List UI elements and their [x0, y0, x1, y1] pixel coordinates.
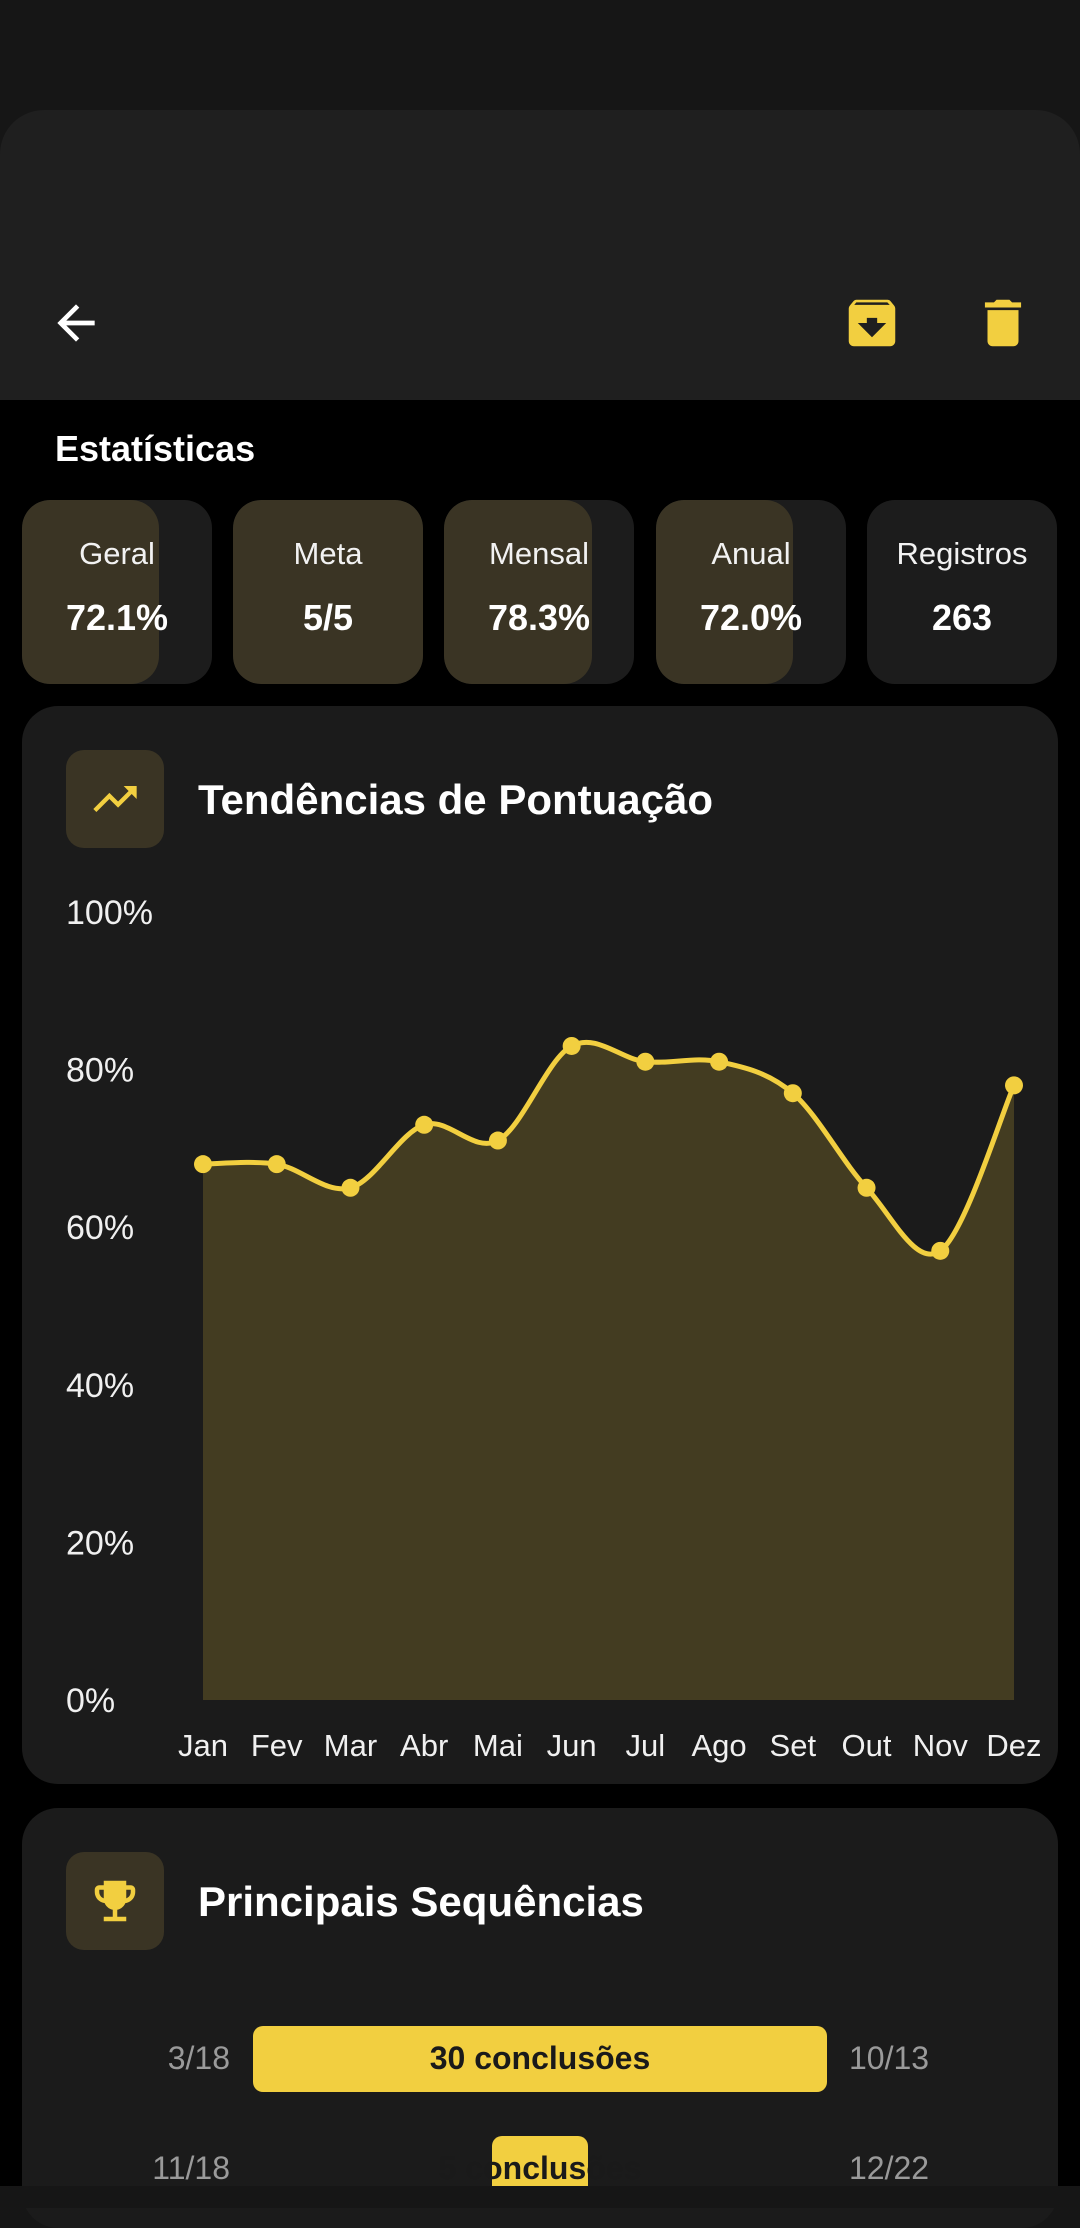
x-tick-label: Jan	[178, 1728, 228, 1763]
data-point	[783, 1084, 802, 1103]
x-tick-label: Set	[770, 1728, 817, 1763]
y-tick-label: 80%	[66, 1052, 134, 1090]
stat-fill	[22, 500, 159, 684]
trophy-icon	[94, 1880, 136, 1922]
stat-value: 78.3%	[487, 597, 591, 638]
delete-button[interactable]	[963, 283, 1043, 363]
data-point	[562, 1036, 581, 1055]
stat-value: 5/5	[302, 597, 354, 638]
score-trend-chart: 0% 20% 40% 60% 80% 100% Jan Fev Mar Abr Mai Jun Jul A…	[66, 894, 1042, 1763]
stat-card-mensal: Mensal 78.3%	[444, 500, 634, 684]
stat-value: 72.1%	[65, 597, 169, 638]
x-tick-label: Mai	[473, 1728, 523, 1763]
streak-end-date: 10/13	[849, 2040, 930, 2076]
trends-icon-badge	[66, 750, 164, 848]
streak-start-date: 11/18	[152, 2150, 230, 2186]
stat-label: Anual	[711, 536, 791, 571]
status-bar-area	[0, 0, 1080, 110]
stat-card-anual: Anual 72.0%	[656, 500, 846, 684]
statistics-content[interactable]: Estatísticas Geral 72.1% Meta 5/5 Mensal…	[0, 400, 1080, 2228]
streak-start-date: 3/18	[167, 2040, 230, 2076]
navigation-bar-area	[0, 2186, 1080, 2208]
y-tick-label: 20%	[66, 1524, 134, 1562]
x-tick-label: Nov	[913, 1728, 969, 1763]
stat-value: 72.0%	[699, 597, 803, 638]
data-point	[194, 1155, 212, 1174]
data-point	[857, 1178, 876, 1197]
stat-fill	[233, 500, 423, 684]
y-tick-label: 60%	[66, 1209, 134, 1247]
stat-card-registros: Registros 263	[867, 500, 1057, 684]
data-point	[636, 1052, 655, 1071]
archive-download-icon	[848, 299, 896, 347]
data-point	[415, 1115, 434, 1134]
trash-icon	[984, 299, 1022, 347]
streak-count: 30 conclusões	[429, 2040, 651, 2076]
streak-end-date: 12/22	[849, 2150, 930, 2186]
area-fill	[203, 1042, 1014, 1700]
streaks-title: Principais Sequências	[198, 1878, 644, 1925]
archive-button[interactable]	[832, 283, 912, 363]
app-header	[0, 110, 1080, 400]
arrow-left-icon	[57, 304, 95, 342]
stat-fill	[444, 500, 593, 684]
x-tick-label: Fev	[251, 1728, 303, 1763]
stat-label: Registros	[896, 536, 1028, 571]
stat-fill	[656, 500, 793, 684]
data-point	[341, 1178, 360, 1197]
streak-bar	[253, 2026, 827, 2092]
data-point	[488, 1131, 507, 1150]
data-point	[710, 1052, 729, 1071]
stat-label: Mensal	[489, 536, 589, 571]
streak-count: 5 conclusões	[438, 2150, 642, 2186]
top-streaks-panel: Principais Sequências 3/18 30 conclusões…	[22, 1808, 1058, 2228]
stat-card-meta: Meta 5/5	[233, 500, 423, 684]
x-tick-label: Mar	[324, 1728, 377, 1763]
x-tick-label: Abr	[400, 1728, 448, 1763]
score-trends-panel: Tendências de Pontuação 0% 20% 40% 60% 80% 10…	[22, 706, 1058, 1784]
streak-row: 3/18 30 conclusões 10/13	[22, 2026, 1058, 2092]
section-title: Estatísticas	[55, 428, 256, 469]
y-tick-label: 40%	[66, 1367, 134, 1405]
x-tick-label: Out	[842, 1728, 892, 1763]
y-tick-label: 100%	[66, 894, 153, 932]
trends-title: Tendências de Pontuação	[198, 776, 714, 823]
data-point	[267, 1155, 286, 1174]
data-point	[931, 1241, 950, 1260]
stat-label: Geral	[79, 536, 155, 571]
back-button[interactable]	[36, 283, 116, 363]
x-tick-label: Ago	[692, 1728, 747, 1763]
x-tick-label: Jun	[547, 1728, 597, 1763]
streaks-icon-badge	[66, 1852, 164, 1950]
stat-card-geral: Geral 72.1%	[22, 500, 212, 684]
trending-up-icon	[93, 786, 137, 812]
x-tick-label: Dez	[986, 1728, 1041, 1763]
y-tick-label: 0%	[66, 1682, 115, 1720]
x-tick-label: Jul	[626, 1728, 666, 1763]
stat-value: 263	[931, 597, 993, 638]
stat-label: Meta	[293, 536, 363, 571]
data-point	[1005, 1076, 1023, 1095]
